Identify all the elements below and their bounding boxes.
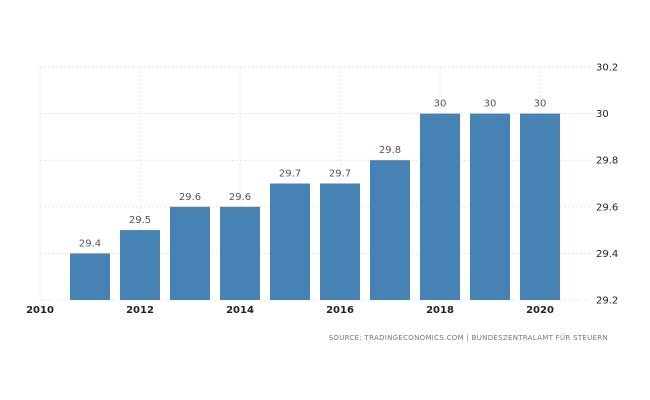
bar: [70, 253, 110, 300]
x-tick-label: 2010: [26, 305, 54, 316]
data-label: 30: [484, 99, 497, 110]
x-axis: 2010 2012 2014 2016 2018 2020: [26, 305, 554, 316]
y-tick-label: 29.8: [596, 156, 618, 167]
x-tick-label: 2020: [526, 305, 554, 316]
x-tick-label: 2016: [326, 305, 354, 316]
x-tick-label: 2018: [426, 305, 454, 316]
bar: [470, 113, 510, 300]
data-label: 30: [534, 99, 547, 110]
data-label: 29.5: [129, 215, 151, 226]
data-label: 29.4: [79, 238, 101, 249]
bar-layer: [70, 113, 560, 300]
y-tick-label: 29.2: [596, 296, 618, 307]
y-tick-label: 30: [596, 109, 609, 120]
data-label: 29.6: [229, 192, 251, 203]
x-tick-label: 2012: [126, 305, 154, 316]
source-text: SOURCE: TRADINGECONOMICS.COM | BUNDESZEN…: [329, 333, 608, 342]
y-tick-label: 29.6: [596, 202, 618, 213]
data-label-layer: 29.4 29.5 29.6 29.6 29.7 29.7 29.8 30 30 30: [79, 99, 547, 250]
bar: [420, 113, 460, 300]
x-tick-label: 2014: [226, 305, 254, 316]
data-label: 29.8: [379, 145, 401, 156]
y-tick-label: 30.2: [596, 63, 618, 74]
y-tick-label: 29.4: [596, 249, 618, 260]
bar: [120, 230, 160, 300]
data-label: 30: [434, 99, 447, 110]
bar: [520, 113, 560, 300]
bar: [170, 206, 210, 300]
data-label: 29.6: [179, 192, 201, 203]
bar: [270, 183, 310, 300]
bar: [370, 160, 410, 300]
bar: [220, 206, 260, 300]
data-label: 29.7: [279, 169, 301, 180]
bar: [320, 183, 360, 300]
data-label: 29.7: [329, 169, 351, 180]
y-axis: 29.2 29.4 29.6 29.8 30 30.2: [596, 63, 618, 307]
